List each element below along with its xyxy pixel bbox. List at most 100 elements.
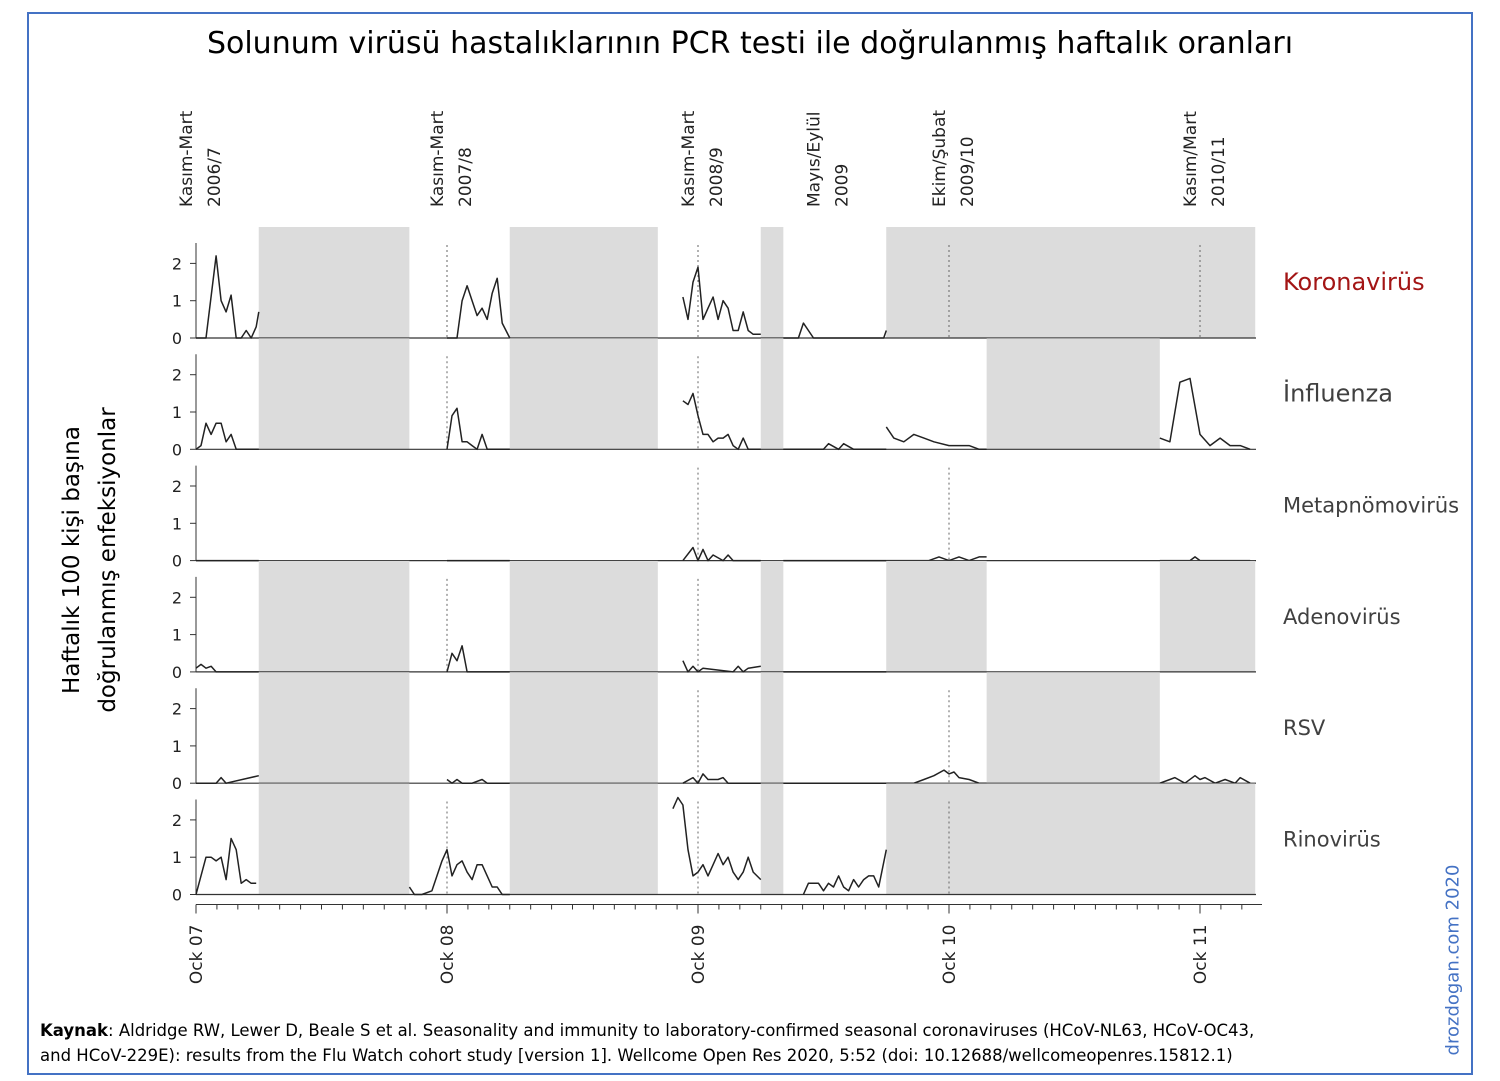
series-line — [783, 442, 887, 451]
panel-5: 0 1 2 Rinovirüs — [172, 783, 1381, 905]
y-tick-label: 0 — [172, 886, 182, 905]
season-label-line: 2010/11 — [1209, 136, 1229, 207]
series-line — [682, 660, 761, 673]
series-line — [446, 645, 510, 673]
y-tick-label: 1 — [172, 737, 182, 756]
season-label: Kasım-Mart 2006/7 — [177, 110, 225, 207]
series-line — [886, 769, 987, 784]
y-tick-label: 1 — [172, 848, 182, 867]
y-tick-label: 0 — [172, 329, 182, 348]
season-label-line: Kasım-Mart — [428, 110, 448, 207]
y-tick-label: 2 — [172, 700, 182, 719]
y-tick-label: 1 — [172, 626, 182, 645]
panel-label: Metapnömovirüs — [1283, 494, 1459, 518]
y-tick-label: 0 — [172, 774, 182, 793]
series-line — [682, 773, 761, 784]
season-label-line: Ekim/Şubat — [930, 110, 950, 207]
series-line — [446, 407, 510, 451]
series-line — [1159, 556, 1251, 562]
season-label-line: 2009/10 — [958, 136, 978, 207]
shaded-period — [258, 672, 410, 784]
x-tick-label: Ock 10 — [940, 925, 960, 985]
series-line — [447, 277, 511, 339]
figure-frame — [27, 12, 1473, 1075]
season-label-line: 2008/9 — [707, 147, 727, 207]
shaded-period — [509, 672, 658, 784]
y-tick-label: 1 — [172, 514, 182, 533]
source-prefix: Kaynak — [40, 1021, 109, 1040]
source-text: : Aldridge RW, Lewer D, Beale S et al. S… — [40, 1021, 1255, 1065]
panel-label: Adenovirüs — [1283, 605, 1401, 629]
panel-label: Koronavirüs — [1283, 268, 1425, 296]
y-tick-label: 1 — [172, 292, 182, 311]
shaded-period — [1159, 560, 1256, 672]
shaded-period — [760, 783, 784, 895]
source-citation: Kaynak: Aldridge RW, Lewer D, Beale S et… — [40, 1018, 1280, 1068]
shaded-period — [886, 227, 1256, 338]
y-tick-label: 2 — [172, 811, 182, 830]
shaded-period — [258, 338, 410, 450]
panel-label: İnfluenza — [1283, 378, 1393, 407]
shaded-period — [886, 783, 1256, 895]
chart-title: Solunum virüsü hastalıklarının PCR testi… — [206, 26, 1294, 61]
season-label-line: Kasım-Mart — [177, 110, 197, 207]
season-label: Kasım-Mart 2007/8 — [428, 110, 476, 207]
series-line — [195, 837, 257, 895]
shaded-period — [509, 560, 658, 672]
y-tick-label: 0 — [172, 552, 182, 571]
shaded-period — [258, 560, 410, 672]
series-line — [1159, 377, 1251, 451]
season-label-line: Kasım-Mart — [679, 110, 699, 207]
series-line — [408, 848, 510, 896]
y-tick-label: 0 — [172, 440, 182, 459]
y-tick-label: 2 — [172, 254, 182, 273]
season-label-line: 2007/8 — [456, 147, 476, 207]
panel-4: 0 1 2 RSV — [172, 672, 1326, 793]
series-line — [802, 849, 888, 895]
series-line — [682, 392, 761, 451]
series-line — [783, 322, 888, 339]
season-label-line: Kasım/Mart — [1181, 111, 1201, 207]
shaded-period — [886, 560, 987, 672]
panel-1: 0 1 2 İnfluenza — [172, 338, 1393, 459]
shaded-period — [760, 338, 784, 450]
season-label-line: 2009 — [833, 164, 853, 207]
panel-0: 0 1 2 Koronavirüs — [172, 227, 1425, 348]
shaded-period — [509, 227, 658, 338]
shaded-period — [986, 672, 1160, 784]
shaded-period — [509, 338, 658, 450]
shaded-period — [760, 227, 784, 338]
shaded-period — [258, 783, 410, 895]
shaded-period — [258, 227, 410, 338]
season-label: Kasım/Mart 2010/11 — [1181, 111, 1229, 207]
series-line — [196, 774, 259, 784]
panel-2: 0 1 2 Metapnömovirüs — [172, 465, 1459, 571]
series-line — [672, 796, 762, 881]
y-tick-label: 0 — [172, 663, 182, 682]
series-line — [885, 426, 987, 451]
credit-text: drozdogan.com 2020 — [1442, 864, 1464, 1056]
season-label: Kasım-Mart 2008/9 — [679, 110, 727, 207]
y-tick-label: 2 — [172, 366, 182, 385]
season-label-line: Mayıs/Eylül — [805, 112, 825, 207]
series-line — [446, 778, 510, 784]
shaded-period — [509, 783, 658, 895]
y-tick-label: 2 — [172, 588, 182, 607]
x-tick-label: Ock 07 — [187, 925, 207, 985]
y-tick-label: 1 — [172, 403, 182, 422]
y-tick-label: 2 — [172, 477, 182, 496]
x-tick-label: Ock 08 — [438, 925, 458, 985]
series-line — [195, 663, 259, 673]
panel-label: RSV — [1283, 716, 1326, 740]
season-label: Ekim/Şubat 2009/10 — [930, 110, 978, 207]
x-tick-label: Ock 09 — [689, 925, 709, 985]
shaded-period — [760, 672, 784, 784]
shaded-period — [986, 338, 1160, 450]
shaded-period — [760, 560, 784, 672]
season-label-line: 2006/7 — [205, 147, 225, 207]
series-line — [195, 422, 259, 451]
series-line — [682, 266, 761, 336]
series-line — [196, 255, 260, 339]
season-label: Mayıs/Eylül 2009 — [805, 112, 853, 207]
